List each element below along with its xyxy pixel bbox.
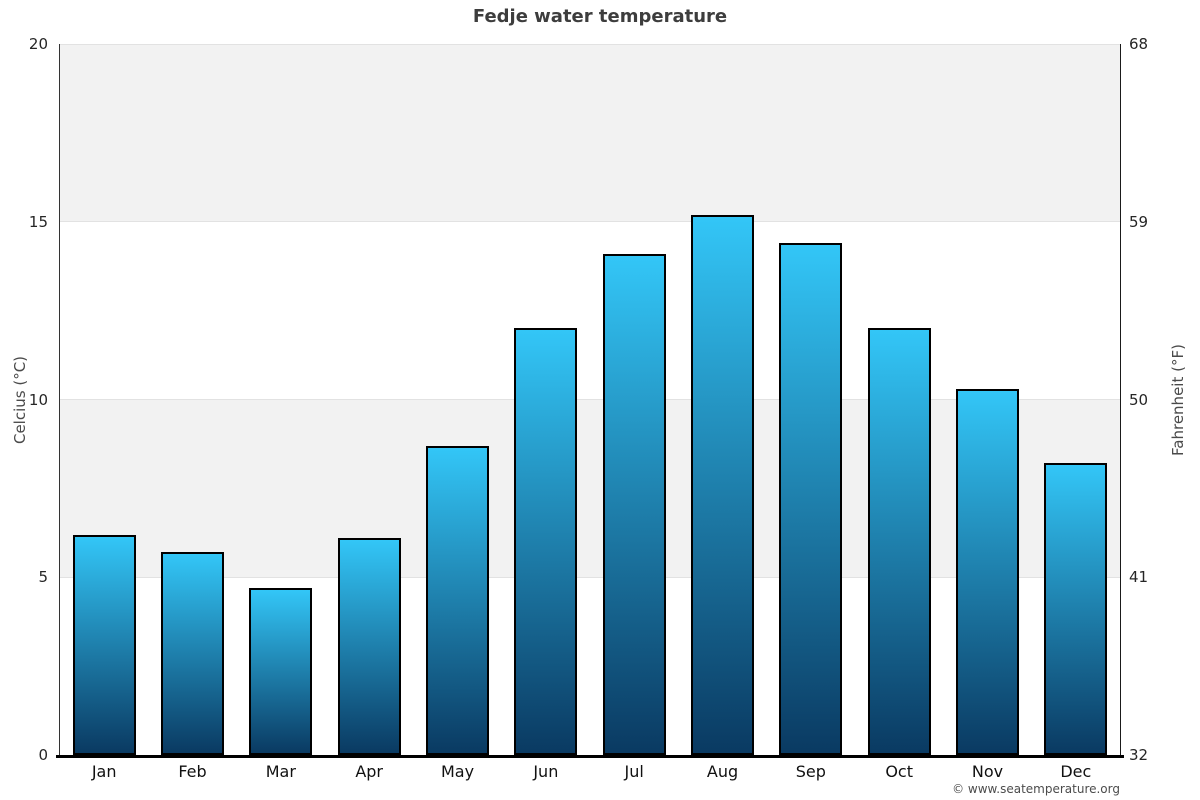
copyright-credit: © www.seatemperature.org	[952, 782, 1120, 796]
ytick-fahrenheit-50: 50	[1129, 390, 1149, 409]
y-axis-title-fahrenheit: Fahrenheit (°F)	[1158, 44, 1198, 755]
y-axis-line-right	[1120, 44, 1121, 756]
ytick-fahrenheit-68: 68	[1129, 35, 1149, 53]
ytick-celsius-20: 20	[28, 35, 48, 53]
y-axis-title-fahrenheit-label: Fahrenheit (°F)	[1169, 343, 1188, 456]
bar-jul	[602, 253, 666, 755]
xtick-apr: Apr	[355, 762, 383, 781]
gridline-20	[60, 43, 1120, 45]
bar-apr	[337, 538, 401, 755]
xtick-jul: Jul	[624, 762, 644, 781]
xtick-mar: Mar	[265, 762, 296, 781]
ytick-celsius-0: 0	[38, 746, 48, 764]
xtick-nov: Nov	[971, 762, 1004, 781]
bar-sep	[779, 243, 843, 755]
ytick-celsius-5: 5	[38, 568, 48, 587]
ytick-celsius-10: 10	[28, 390, 48, 409]
ytick-fahrenheit-41: 41	[1129, 568, 1149, 587]
bar-dec	[1044, 463, 1108, 755]
chart-title: Fedje water temperature	[472, 6, 728, 27]
background-band	[60, 399, 1120, 578]
xtick-oct: Oct	[885, 762, 913, 781]
xtick-jan: Jan	[91, 762, 117, 781]
bar-jun	[514, 328, 578, 755]
plot-area: 0 5 10 15 20 32 41 50 59 68 Jan Feb Mar Apr May Jun Jul A…	[29, 35, 1148, 781]
xtick-jun: Jun	[533, 762, 559, 781]
xtick-sep: Sep	[795, 762, 826, 781]
y-axis-title-celsius-label: Celcius (°C)	[11, 355, 29, 444]
ytick-celsius-15: 15	[28, 212, 48, 231]
gridline-5	[60, 576, 1120, 578]
y-axis-line-left	[59, 44, 60, 756]
gridline-15	[60, 221, 1120, 223]
bar-feb	[161, 552, 224, 755]
xtick-dec: Dec	[1060, 762, 1092, 781]
bar-oct	[867, 328, 931, 755]
x-axis-line	[56, 755, 1124, 758]
xtick-feb: Feb	[178, 762, 207, 781]
ytick-fahrenheit-32: 32	[1129, 746, 1149, 764]
xtick-aug: Aug	[706, 762, 739, 781]
bar-mar	[249, 587, 313, 755]
background-band	[60, 44, 1120, 222]
ytick-fahrenheit-59: 59	[1129, 212, 1149, 231]
bar-aug	[691, 214, 754, 755]
bar-nov	[956, 388, 1019, 755]
xtick-may: May	[440, 762, 475, 781]
bar-jan	[72, 534, 136, 755]
bar-may	[426, 445, 489, 755]
gridline-10	[60, 399, 1120, 400]
